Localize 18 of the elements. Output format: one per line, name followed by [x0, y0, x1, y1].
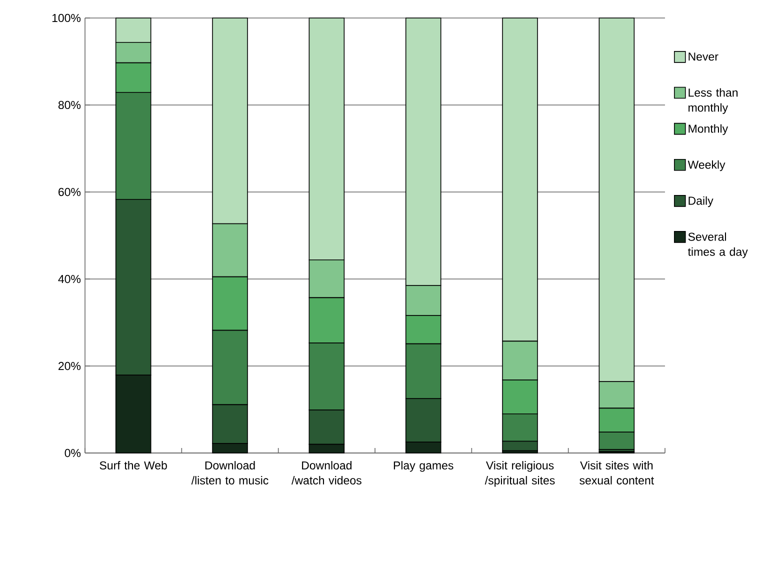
x-tick-label: Visit sites with sexual content: [580, 461, 654, 484]
legend-label: Never: [688, 52, 718, 61]
legend-label: Less than monthly: [688, 88, 738, 114]
x-tick-label: Surf the Web: [100, 461, 167, 470]
legend-label: Monthly: [688, 124, 728, 136]
y-tick-label: 60%: [58, 188, 81, 196]
y-tick-label: 40%: [58, 274, 81, 284]
legend-label: Daily: [688, 196, 714, 208]
legend-label: Weekly: [688, 160, 726, 172]
y-tick-label: 80%: [58, 100, 81, 110]
x-tick-label: Play games: [394, 461, 454, 472]
x-tick-label: Download /watch videos: [292, 461, 362, 484]
x-tick-label: Download /listen to music: [191, 461, 268, 484]
y-tick-label: 0%: [64, 448, 81, 458]
legend-label: Several times a day: [688, 232, 748, 258]
y-tick-label: 20%: [58, 362, 81, 370]
y-tick-label: 100%: [52, 14, 81, 22]
x-tick-label: Visit religious /spiritual sites: [484, 461, 555, 487]
